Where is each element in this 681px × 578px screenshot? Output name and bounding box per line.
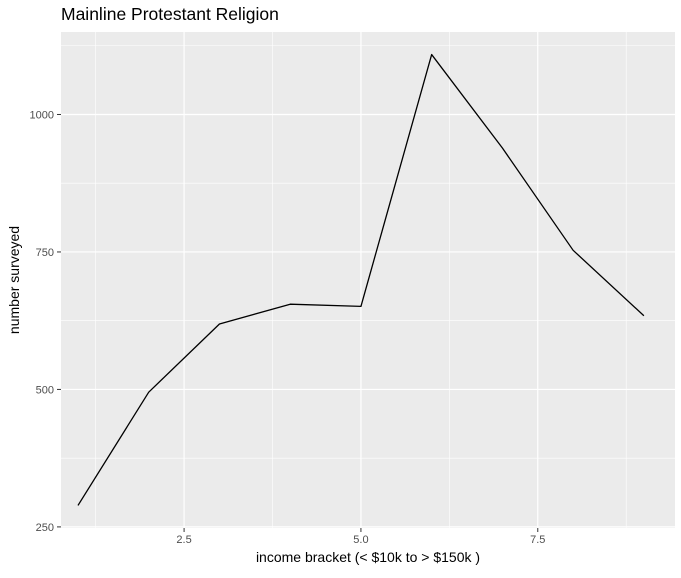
- y-axis-label: number surveyed: [6, 226, 22, 334]
- data-point: [430, 53, 432, 55]
- tick-labels: 2.5 5.0 7.5 250 500 750 1000: [30, 109, 546, 546]
- x-tick-label: 7.5: [530, 534, 545, 546]
- axis-ticks: [57, 113, 539, 532]
- data-point: [643, 315, 645, 317]
- x-tick-label: 5.0: [353, 534, 368, 546]
- series-line: [77, 53, 645, 506]
- data-point: [218, 323, 220, 325]
- chart-title: Mainline Protestant Religion: [61, 4, 279, 24]
- y-tick-label: 1000: [30, 109, 54, 121]
- data-point: [360, 305, 362, 307]
- x-axis-label: income bracket (< $10k to > $150k ): [256, 549, 480, 565]
- data-point: [572, 249, 574, 251]
- data-point: [501, 147, 503, 149]
- major-gridlines: [61, 32, 675, 528]
- series-layer: [77, 53, 645, 506]
- y-tick-label: 750: [36, 247, 54, 259]
- y-tick-label: 250: [36, 522, 54, 534]
- data-point: [289, 303, 291, 305]
- data-point: [77, 504, 79, 506]
- data-point: [148, 391, 150, 393]
- x-tick-label: 2.5: [176, 534, 191, 546]
- y-tick-label: 500: [36, 384, 54, 396]
